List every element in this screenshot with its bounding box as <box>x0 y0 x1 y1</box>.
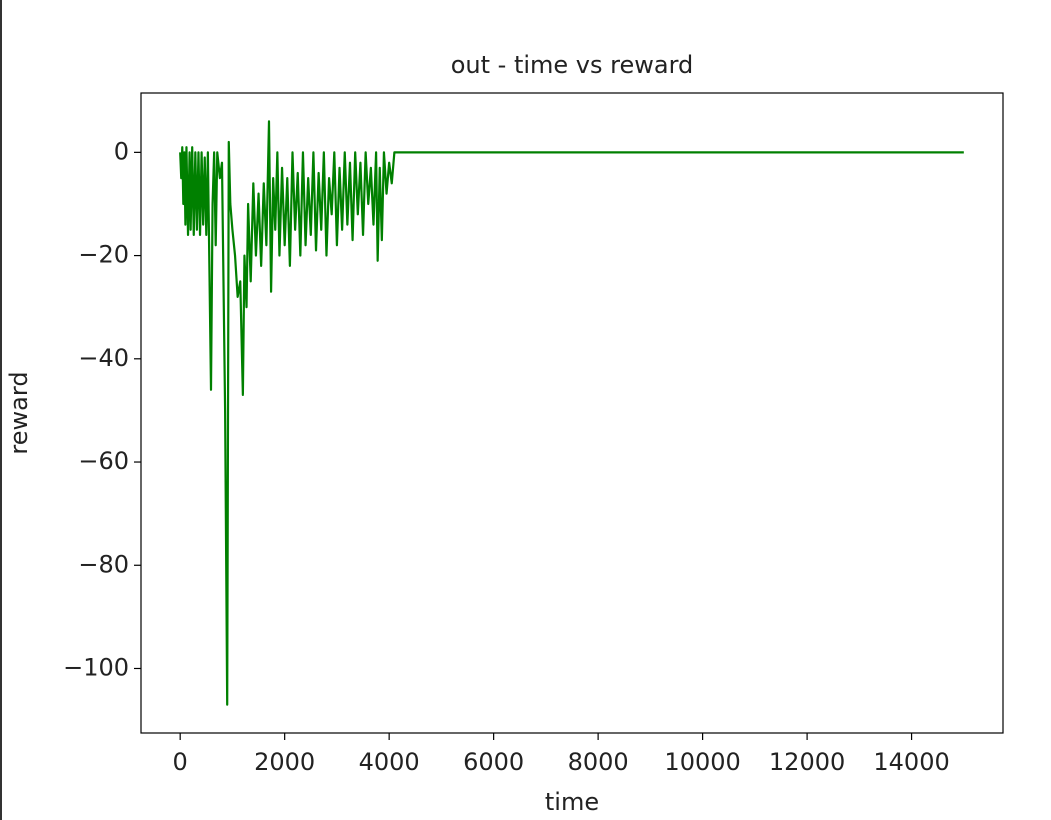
chart-title: out - time vs reward <box>451 51 694 79</box>
y-tick-label: −60 <box>78 447 129 475</box>
x-tick-label: 0 <box>173 748 188 776</box>
plot-frame <box>140 92 1004 734</box>
x-tick-label: 10000 <box>664 748 740 776</box>
y-tick-label: −20 <box>78 241 129 269</box>
y-tick-label: −40 <box>78 344 129 372</box>
x-tick-label: 12000 <box>769 748 845 776</box>
x-tick-label: 6000 <box>463 748 524 776</box>
x-tick-label: 4000 <box>359 748 420 776</box>
x-tick-label: 8000 <box>568 748 629 776</box>
x-tick-label: 14000 <box>873 748 949 776</box>
y-tick-label: −80 <box>78 550 129 578</box>
y-axis-label: reward <box>5 371 33 454</box>
y-tick-label: −100 <box>63 653 129 681</box>
y-tick-label: 0 <box>114 137 129 165</box>
x-axis-label: time <box>545 788 599 816</box>
x-tick-label: 2000 <box>254 748 315 776</box>
line-series <box>179 120 964 706</box>
